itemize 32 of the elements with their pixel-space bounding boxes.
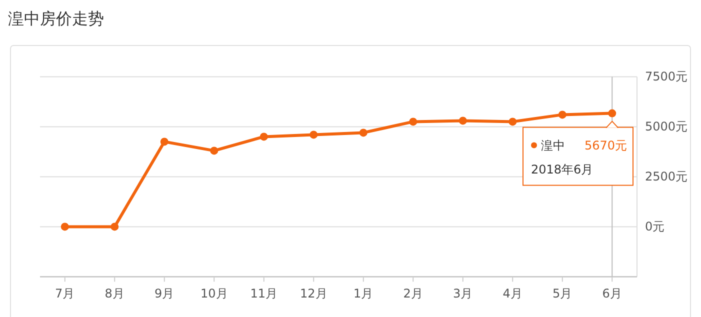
point [608, 109, 616, 118]
x-tick-label: 7月 [55, 286, 75, 301]
legend-label: 湟中 [541, 138, 565, 152]
x-tick-label: 3月 [453, 286, 473, 301]
point [60, 222, 69, 231]
x-tick-label: 4月 [502, 286, 522, 301]
y-tick-label: 0元 [645, 220, 665, 234]
point [558, 110, 566, 119]
y-tick-label: 5000元 [645, 120, 688, 134]
x-tick-label: 8月 [104, 286, 124, 301]
point [160, 138, 168, 146]
point [210, 146, 218, 155]
x-tick-label: 1月 [354, 286, 374, 301]
x-tick-label: 6月 [602, 286, 622, 301]
point [508, 118, 517, 126]
point [458, 116, 467, 125]
title: 湟中房价走势 [8, 9, 104, 28]
x-tick-label: 12月 [300, 286, 328, 301]
data-label: 5670元 [584, 138, 627, 152]
point [359, 128, 368, 137]
point [310, 130, 318, 139]
point [260, 132, 268, 141]
x-tick-label: 11月 [250, 286, 278, 301]
point [110, 222, 119, 231]
y-tick-label: 2500元 [645, 170, 688, 184]
x-tick-label: 2月 [403, 286, 423, 301]
y-tick-label: 7500元 [645, 70, 688, 84]
x-tick-label: 9月 [154, 286, 174, 301]
point [409, 118, 418, 126]
annotation: 2018年6月 [531, 162, 594, 176]
x-tick-label: 5月 [552, 286, 572, 301]
x-tick-label: 10月 [200, 286, 228, 301]
